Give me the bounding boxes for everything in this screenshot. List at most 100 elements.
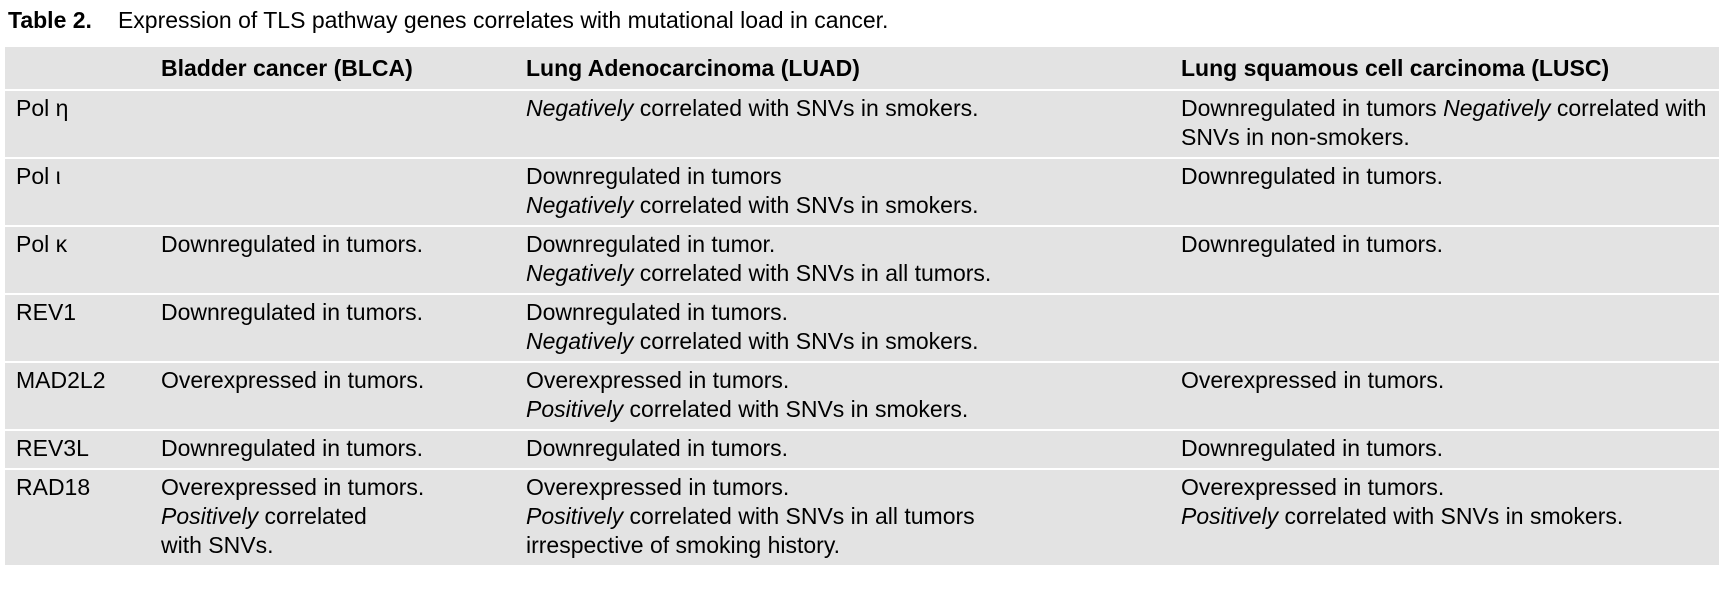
gene-cell: REV3L [16,435,89,461]
cell-text: Downregulated in tumor. [526,231,776,257]
cell-luad: Downregulated in tumors. Negatively corre… [515,294,1170,362]
cell-text: Downregulated in tumors. [526,435,789,461]
cell-lusc: Downregulated in tumors. [1170,430,1719,469]
cell-lusc: Downregulated in tumors. [1170,158,1719,226]
cell-text: correlated with SNVs in smokers. [633,95,979,121]
gene-cell: MAD2L2 [16,367,106,393]
table-caption-text: Expression of TLS pathway genes correlat… [117,7,889,33]
cell-line: Positively correlated [161,502,509,531]
header-gene [5,47,150,90]
cell-text: correlated with SNVs in all tumors. [633,260,992,286]
cell-line: Downregulated in tumors. [526,298,1164,327]
cell-blca [150,158,515,226]
cell-line: Overexpressed in tumors. [526,366,1164,395]
table-row: MAD2L2 Overexpressed in tumors. Overexpres… [5,362,1719,430]
cell-text: Overexpressed in tumors. [1181,474,1445,500]
cell-line: Positively correlated with SNVs in smoke… [1181,502,1713,531]
italic-text: Negatively [526,192,634,218]
cell-line: Overexpressed in tumors. [161,366,509,395]
cell-text: correlated with SNVs in smokers. [633,192,979,218]
cell-blca: Overexpressed in tumors. [150,362,515,430]
cell-line: Downregulated in tumors. [161,298,509,327]
cell-line: Downregulated in tumors Negatively corre… [1181,94,1713,152]
gene-cell: REV1 [16,299,77,325]
cell-line: Downregulated in tumors [526,162,1164,191]
gene-cell: RAD18 [16,474,91,500]
italic-text: Negatively [526,328,634,354]
table-row: Pol η Negatively correlated with SNVs in … [5,90,1719,158]
cell-line: Overexpressed in tumors. [1181,366,1713,395]
table-caption: Table 2. Expression of TLS pathway genes … [8,6,888,34]
cell-luad: Downregulated in tumors. [515,430,1170,469]
cell-line: Overexpressed in tumors. [1181,473,1713,502]
cell-line: Downregulated in tumors. [1181,434,1713,463]
cell-line: Downregulated in tumors. [526,434,1164,463]
gene-cell: Pol κ [16,231,68,257]
cell-text: Downregulated in tumors [1181,95,1444,121]
cell-text: correlated with SNVs in all tumors [623,503,975,529]
cell-line: Negatively correlated with SNVs in smoke… [526,191,1164,220]
cell-text: correlated with SNVs in smokers. [1278,503,1624,529]
cell-line: Negatively correlated with SNVs in all t… [526,259,1164,288]
cell-text: Downregulated in tumors. [526,299,789,325]
cell-luad: Overexpressed in tumors. Positively corre… [515,362,1170,430]
header-blca: Bladder cancer (BLCA) [161,55,413,81]
cell-text: Downregulated in tumors. [161,435,424,461]
table-row: Pol κ Downregulated in tumors. Downregulat… [5,226,1719,294]
gene-cell: Pol η [16,95,69,121]
cell-text: Downregulated in tumors [526,163,782,189]
gene-cell: Pol ι [16,163,61,189]
italic-text: Positively [1181,503,1279,529]
cell-line: Downregulated in tumors. [1181,230,1713,259]
header-lusc: Lung squamous cell carcinoma (LUSC) [1181,55,1610,81]
cell-blca: Overexpressed in tumors. Positively corre… [150,469,515,565]
tls-genes-table: Bladder cancer (BLCA) Lung Adenocarcinom… [5,47,1719,565]
cell-line: Downregulated in tumors. [1181,162,1713,191]
cell-line: Downregulated in tumors. [161,230,509,259]
cell-line: Negatively correlated with SNVs in smoke… [526,327,1164,356]
cell-lusc: Overexpressed in tumors. [1170,362,1719,430]
table-row: RAD18 Overexpressed in tumors. Positively … [5,469,1719,565]
cell-text: Downregulated in tumors. [1181,435,1444,461]
cell-line: Positively correlated with SNVs in smoke… [526,395,1164,424]
header-luad: Lung Adenocarcinoma (LUAD) [526,55,860,81]
italic-text: Negatively [526,260,634,286]
cell-text: with SNVs. [161,532,274,558]
cell-blca [150,90,515,158]
cell-text: Overexpressed in tumors. [526,474,790,500]
cell-text: Overexpressed in tumors. [1181,367,1445,393]
cell-text: correlated with SNVs in smokers. [623,396,969,422]
cell-line: Overexpressed in tumors. [161,473,509,502]
cell-lusc: Overexpressed in tumors. Positively corre… [1170,469,1719,565]
cell-blca: Downregulated in tumors. [150,226,515,294]
cell-text: correlated with SNVs in non-smokers. [1181,95,1707,150]
table-row: Pol ι Downregulated in tumors Negatively c… [5,158,1719,226]
cell-lusc [1170,294,1719,362]
italic-text: Positively [161,503,259,529]
table-header-row: Bladder cancer (BLCA) Lung Adenocarcinom… [5,47,1719,90]
table-caption-label: Table 2. [8,7,92,33]
cell-luad: Downregulated in tumors Negatively correl… [515,158,1170,226]
cell-line: Overexpressed in tumors. [526,473,1164,502]
cell-text: Downregulated in tumors. [161,231,424,257]
cell-line: Downregulated in tumor. [526,230,1164,259]
cell-blca: Downregulated in tumors. [150,430,515,469]
cell-lusc: Downregulated in tumors Negatively corre… [1170,90,1719,158]
cell-text: correlated [258,503,367,529]
italic-text: Negatively [1443,95,1551,121]
cell-line: Downregulated in tumors. [161,434,509,463]
cell-text: Downregulated in tumors. [1181,163,1444,189]
table-row: REV1 Downregulated in tumors. Downregulate… [5,294,1719,362]
italic-text: Positively [526,503,624,529]
cell-text: Downregulated in tumors. [1181,231,1444,257]
cell-text: Overexpressed in tumors. [161,474,425,500]
cell-text: Overexpressed in tumors. [161,367,425,393]
cell-line: with SNVs. [161,531,509,560]
cell-line: irrespective of smoking history. [526,531,1164,560]
cell-luad: Negatively correlated with SNVs in smoke… [515,90,1170,158]
cell-luad: Downregulated in tumor. Negatively correl… [515,226,1170,294]
cell-blca: Downregulated in tumors. [150,294,515,362]
cell-line: Negatively correlated with SNVs in smoke… [526,94,1164,123]
cell-line: Positively correlated with SNVs in all t… [526,502,1164,531]
cell-text: irrespective of smoking history. [526,532,841,558]
